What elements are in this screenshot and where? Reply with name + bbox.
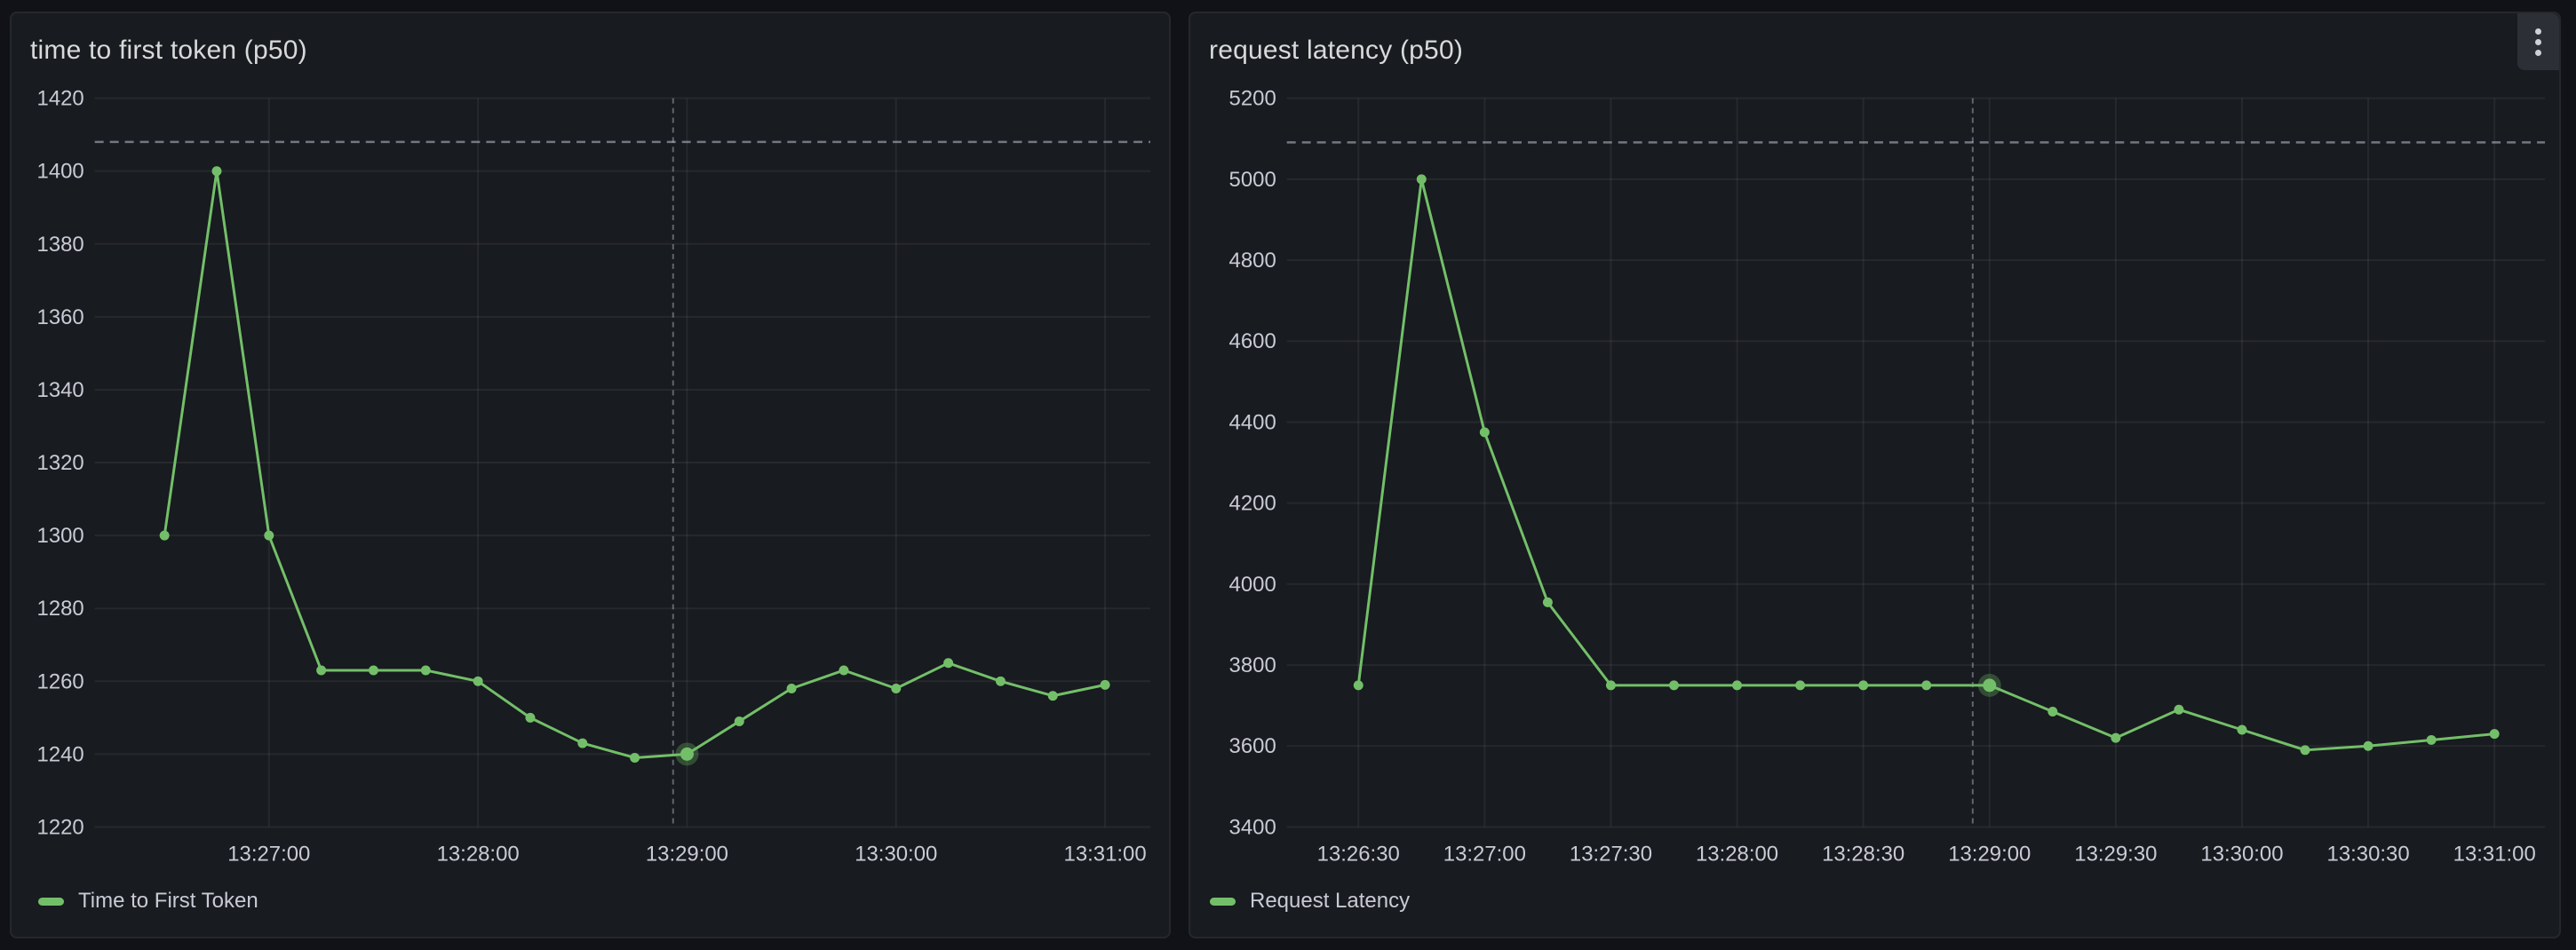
data-point[interactable]: [211, 166, 222, 177]
legend-series-label[interactable]: Time to First Token: [78, 889, 258, 913]
x-axis-tick-label: 13:27:30: [1570, 842, 1652, 866]
y-axis-tick-label: 1240: [37, 742, 84, 766]
x-axis-tick-label: 13:28:00: [437, 842, 520, 866]
data-point[interactable]: [1921, 680, 1932, 691]
panel-title[interactable]: time to first token (p50): [30, 36, 307, 65]
data-point[interactable]: [2111, 732, 2121, 743]
y-axis-tick-label: 1360: [37, 305, 84, 329]
data-point[interactable]: [786, 684, 797, 693]
y-axis-tick-label: 1380: [37, 233, 84, 257]
data-point[interactable]: [1047, 691, 1058, 701]
data-point[interactable]: [473, 676, 483, 686]
data-point[interactable]: [995, 676, 1006, 686]
y-axis-tick-label: 4800: [1229, 249, 1276, 273]
y-axis-tick-label: 4000: [1229, 573, 1276, 597]
y-axis-tick-label: 1400: [37, 160, 84, 184]
data-point[interactable]: [2363, 740, 2373, 751]
x-axis-tick-label: 13:30:30: [2327, 842, 2410, 866]
data-point[interactable]: [159, 530, 170, 541]
legend-item-time-to-first-token[interactable]: Time to First Token: [38, 889, 258, 914]
panel-menu-button[interactable]: [2517, 13, 2559, 70]
data-point[interactable]: [1795, 680, 1806, 691]
data-point[interactable]: [1353, 680, 1364, 691]
y-axis-tick-label: 1260: [37, 669, 84, 693]
y-axis-tick-label: 1420: [37, 87, 84, 111]
data-point[interactable]: [943, 658, 954, 669]
legend-item-request-latency[interactable]: Request Latency: [1210, 889, 1410, 914]
data-point[interactable]: [2047, 707, 2058, 716]
data-point[interactable]: [734, 716, 744, 726]
panel-request-latency: request latency (p50) 3400 3600 3800 4000 42…: [1189, 12, 2561, 938]
data-point[interactable]: [525, 712, 536, 723]
y-axis-tick-label: 4600: [1229, 329, 1276, 353]
x-axis-tick-label: 13:28:00: [1696, 842, 1778, 866]
data-point[interactable]: [2300, 745, 2310, 756]
legend-series-label[interactable]: Request Latency: [1250, 889, 1411, 913]
x-axis-tick-label: 13:26:30: [1317, 842, 1400, 866]
x-axis-tick-label: 13:30:00: [855, 842, 937, 866]
y-axis-tick-label: 5000: [1229, 168, 1276, 192]
data-point[interactable]: [891, 684, 902, 693]
y-axis-tick-label: 1320: [37, 451, 84, 475]
y-axis-tick-label: 3800: [1229, 653, 1276, 677]
y-axis-tick-label: 3400: [1229, 815, 1276, 839]
data-point[interactable]: [2489, 729, 2500, 740]
series-line: [163, 170, 1107, 759]
data-point[interactable]: [839, 665, 849, 676]
y-axis-tick-label: 3600: [1229, 734, 1276, 758]
y-axis-tick-label: 1300: [37, 524, 84, 548]
data-point[interactable]: [2237, 724, 2247, 735]
data-point[interactable]: [264, 530, 274, 541]
x-axis-tick-label: 13:29:00: [646, 842, 728, 866]
data-point[interactable]: [1100, 679, 1110, 690]
kebab-menu-icon: [2535, 28, 2541, 35]
data-point[interactable]: [2174, 704, 2184, 715]
data-point[interactable]: [1858, 680, 1869, 691]
x-axis-tick-label: 13:30:00: [2200, 842, 2283, 866]
data-point[interactable]: [1542, 597, 1553, 607]
data-point[interactable]: [2426, 734, 2437, 745]
data-point[interactable]: [1669, 680, 1679, 691]
y-axis-tick-label: 1340: [37, 378, 84, 402]
x-axis-tick-label: 13:31:00: [1064, 842, 1147, 866]
data-point[interactable]: [1732, 680, 1743, 691]
ttft-chart[interactable]: 1220 1240 1260 1280 1300 1320 1340 1360 1380 1400…: [12, 13, 1169, 937]
legend-series-marker: [1210, 897, 1236, 906]
panel-time-to-first-token: time to first token (p50) 1220 1240 1260 12…: [10, 12, 1171, 938]
data-point[interactable]: [630, 753, 640, 763]
panel-title[interactable]: request latency (p50): [1209, 36, 1464, 65]
highlighted-data-point[interactable]: [1983, 678, 1997, 693]
kebab-menu-icon: [2535, 38, 2541, 45]
highlighted-data-point[interactable]: [680, 747, 694, 761]
x-axis-tick-label: 13:27:00: [227, 842, 310, 866]
legend-series-marker: [38, 897, 64, 906]
data-point[interactable]: [316, 665, 327, 676]
latency-chart[interactable]: 3400 3600 3800 4000 4200 4400 4600 4800 5000 5200…: [1190, 13, 2559, 937]
x-axis-tick-label: 13:31:00: [2453, 842, 2536, 866]
data-point[interactable]: [577, 738, 588, 748]
y-axis-tick-label: 4200: [1229, 492, 1276, 516]
data-point[interactable]: [1479, 427, 1490, 438]
x-axis-tick-label: 13:29:00: [1948, 842, 2031, 866]
x-axis-tick-label: 13:28:30: [1822, 842, 1904, 866]
data-point[interactable]: [1416, 174, 1427, 185]
data-point[interactable]: [420, 665, 431, 676]
y-axis-tick-label: 5200: [1229, 87, 1276, 111]
y-axis-tick-label: 1280: [37, 597, 84, 621]
x-axis-tick-label: 13:27:00: [1443, 842, 1526, 866]
y-axis-tick-label: 4400: [1229, 410, 1276, 434]
kebab-menu-icon: [2535, 49, 2541, 56]
y-axis-tick-label: 1220: [37, 815, 84, 839]
data-point[interactable]: [1605, 680, 1616, 691]
x-axis-tick-label: 13:29:30: [2074, 842, 2157, 866]
data-point[interactable]: [368, 665, 378, 676]
